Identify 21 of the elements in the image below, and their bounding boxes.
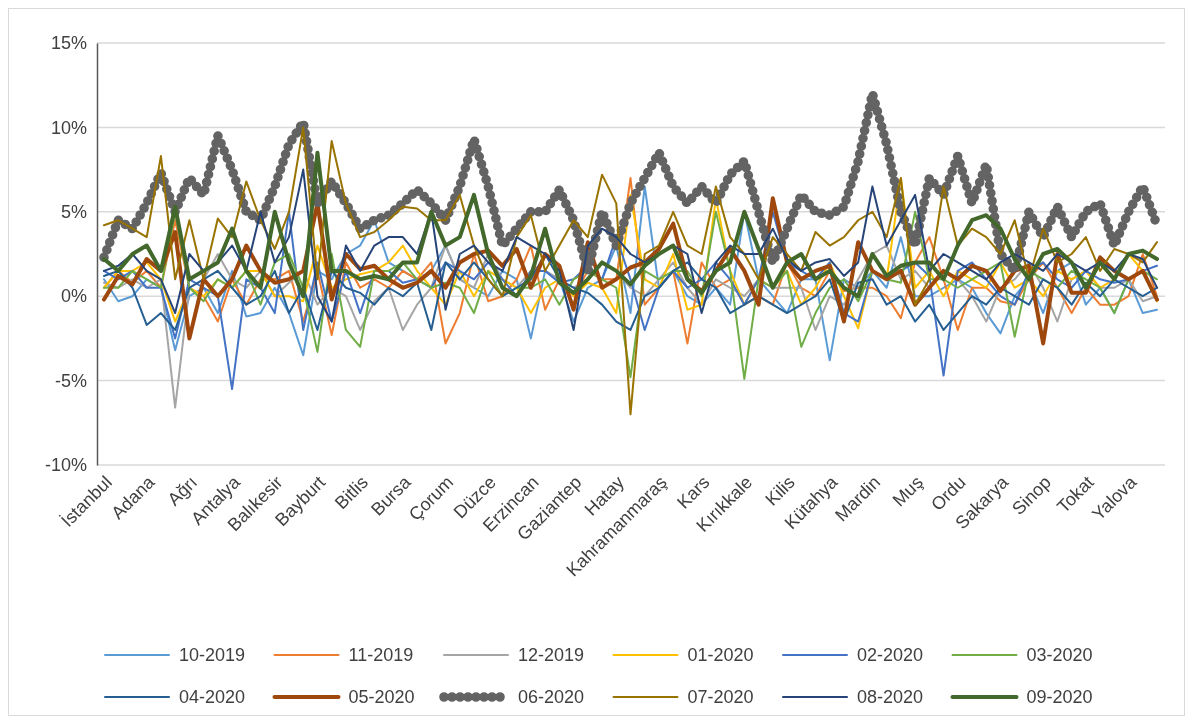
legend-label: 04-2020 — [179, 687, 246, 708]
y-tick-label: 15% — [50, 33, 87, 54]
legend-label: 05-2020 — [348, 687, 415, 708]
x-tick-label: Muş — [888, 472, 927, 511]
y-tick-label: 5% — [60, 202, 87, 223]
legend-label: 03-2020 — [1026, 645, 1093, 666]
legend-label: 01-2020 — [687, 645, 754, 666]
y-tick-label: -5% — [54, 370, 87, 391]
legend-label: 10-2019 — [179, 645, 246, 666]
line-series — [103, 126, 1158, 416]
legend-label: 02-2020 — [857, 645, 924, 666]
legend-label: 07-2020 — [687, 687, 754, 708]
legend-label: 08-2020 — [857, 687, 924, 708]
y-tick-label: 10% — [50, 117, 87, 138]
legend-label: 11-2019 — [348, 645, 414, 666]
y-tick-label: -10% — [44, 455, 87, 476]
legend-label: 06-2020 — [518, 687, 585, 708]
legend-label: 12-2019 — [518, 645, 585, 666]
line-series — [102, 150, 1159, 299]
legend-label: 09-2020 — [1026, 687, 1093, 708]
y-tick-label: 0% — [60, 286, 87, 307]
